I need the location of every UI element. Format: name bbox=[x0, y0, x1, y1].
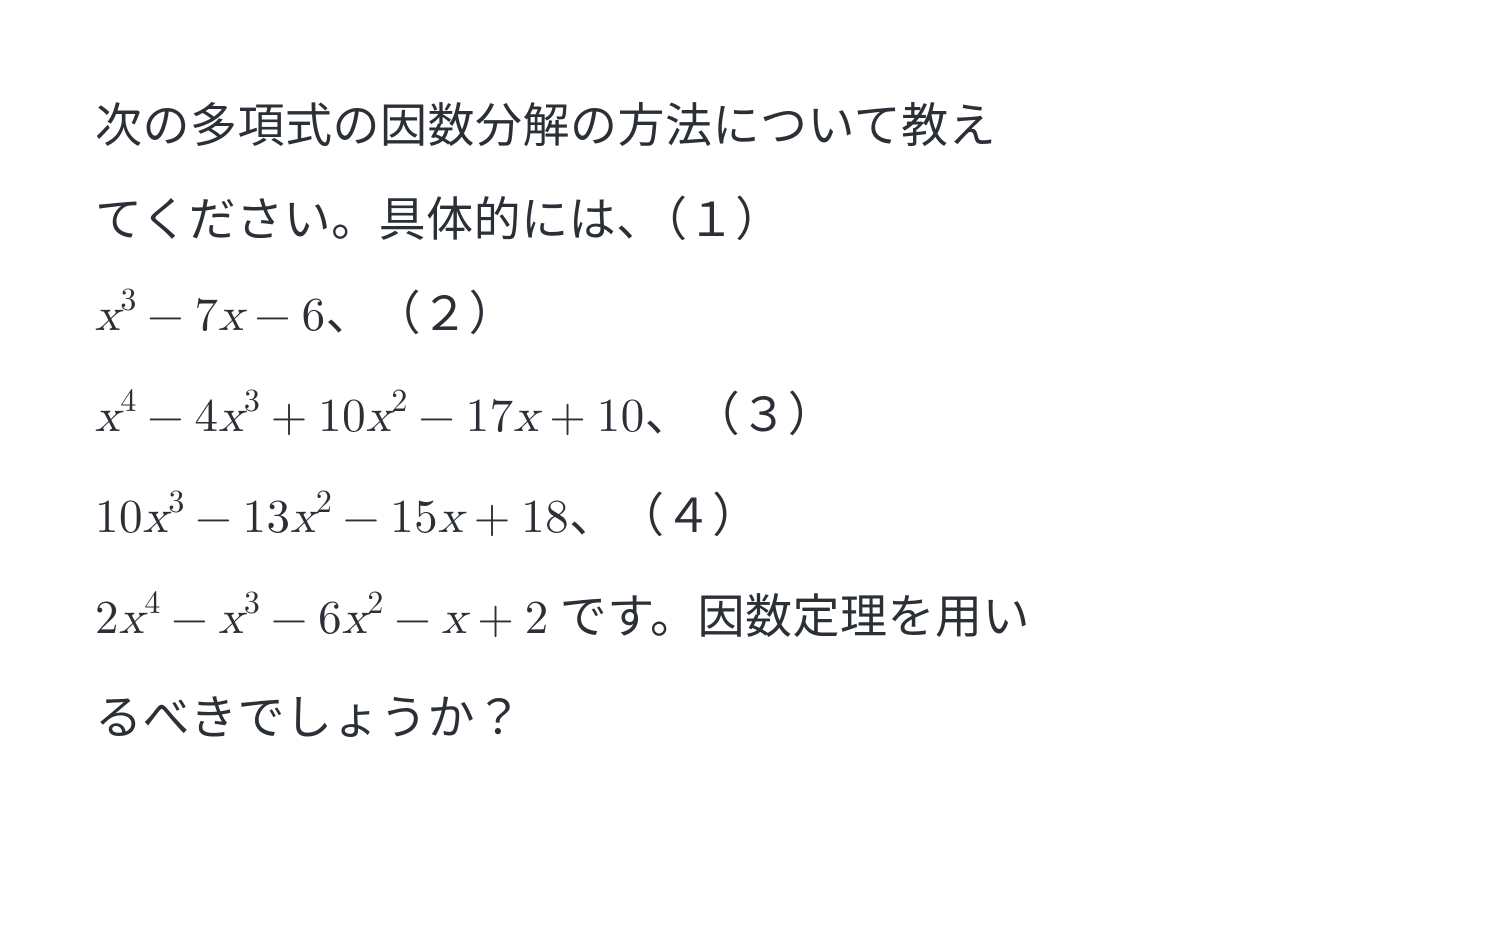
line6-suffix: です。因数定理を用い bbox=[560, 578, 1030, 647]
text-line-2: てください。具体的には、（１） bbox=[95, 169, 1405, 263]
text-line-1: 次の多項式の因数分解の方法について教え bbox=[95, 75, 1405, 169]
problem-label-4: （４） bbox=[641, 477, 760, 546]
problem-label-3: （３） bbox=[716, 376, 835, 445]
math-expr-1: x3−7x−6 bbox=[95, 293, 326, 340]
math-expr-2: x4−4x3+10x2−17x+10 bbox=[95, 394, 645, 441]
problem-label-2: （２） bbox=[397, 275, 516, 344]
line2-prefix: てください。具体的には、 bbox=[95, 181, 664, 250]
text-line-3: x3−7x−6、 （２） bbox=[95, 263, 1405, 364]
text-line-6: 2x4−x3−6x2−x+2 です。因数定理を用い bbox=[95, 566, 1405, 667]
math-expr-4: 2x4−x3−6x2−x+2 bbox=[95, 596, 549, 643]
question-body: 次の多項式の因数分解の方法について教え てください。具体的には、（１） x3−7… bbox=[95, 75, 1405, 761]
text-line-7: るべきでしょうか？ bbox=[95, 667, 1405, 761]
math-expr-3: 10x3−13x2−15x+18 bbox=[95, 495, 569, 542]
problem-label-1: （１） bbox=[664, 181, 783, 250]
text-line-4: x4−4x3+10x2−17x+10、 （３） bbox=[95, 364, 1405, 465]
text-line-5: 10x3−13x2−15x+18、 （４） bbox=[95, 465, 1405, 566]
line3-suffix: 、 bbox=[326, 275, 350, 344]
line4-suffix: 、 bbox=[645, 376, 669, 445]
line5-suffix: 、 bbox=[569, 477, 593, 546]
